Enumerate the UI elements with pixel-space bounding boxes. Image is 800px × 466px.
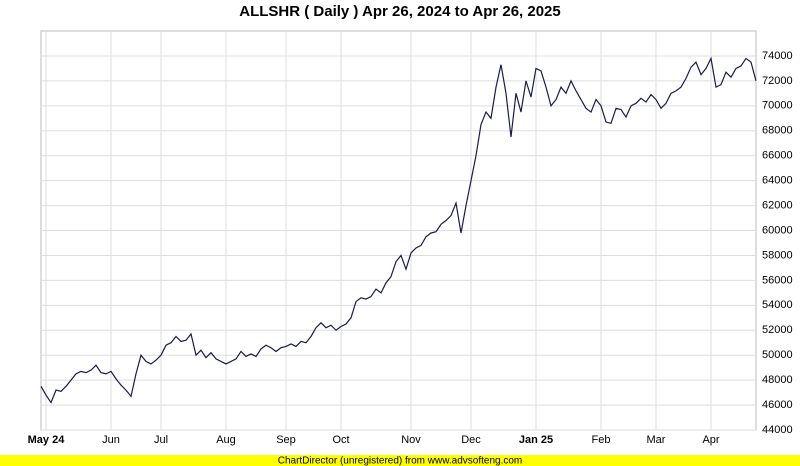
chart-title: ALLSHR ( Daily ) Apr 26, 2024 to Apr 26,… [239,3,561,20]
y-tick-label: 64000 [762,175,793,187]
y-tick-label: 60000 [762,224,793,236]
x-tick-label: Mar [647,434,666,446]
line [40,56,757,404]
y-tick-label: 54000 [762,299,793,311]
footer-band [0,455,800,466]
y-tick-label: 58000 [762,249,793,261]
x-tick-label: Jul [154,434,168,446]
x-tick-label: Jun [102,434,120,446]
y-tick-label: 68000 [762,125,793,137]
x-tick-label: Feb [592,434,611,446]
y-tick-label: 66000 [762,150,793,162]
y-tick-label: 50000 [762,349,793,361]
x-tick-label: Sep [276,434,296,446]
y-tick-label: 48000 [762,374,793,386]
y-tick-label: 44000 [762,424,793,436]
x-tick-label: Oct [332,434,349,446]
x-tick-label: Jan 25 [519,434,553,446]
footer: ChartDirector (unregistered) from www.ad… [278,456,523,466]
y-tick-label: 46000 [762,399,793,411]
y-tick-label: 72000 [762,75,793,87]
y-tick-label: 56000 [762,274,793,286]
y-tick-label: 62000 [762,199,793,211]
x-tick-label: Aug [216,434,236,446]
x-tick-label: Dec [461,434,481,446]
y-tick-label: 74000 [762,50,793,62]
y-tick-label: 70000 [762,100,793,112]
x-tick-label: Apr [702,434,719,446]
y-tick-label: 52000 [762,324,793,336]
x-tick-label: Nov [401,434,421,446]
x-tick-label: May 24 [28,434,66,446]
